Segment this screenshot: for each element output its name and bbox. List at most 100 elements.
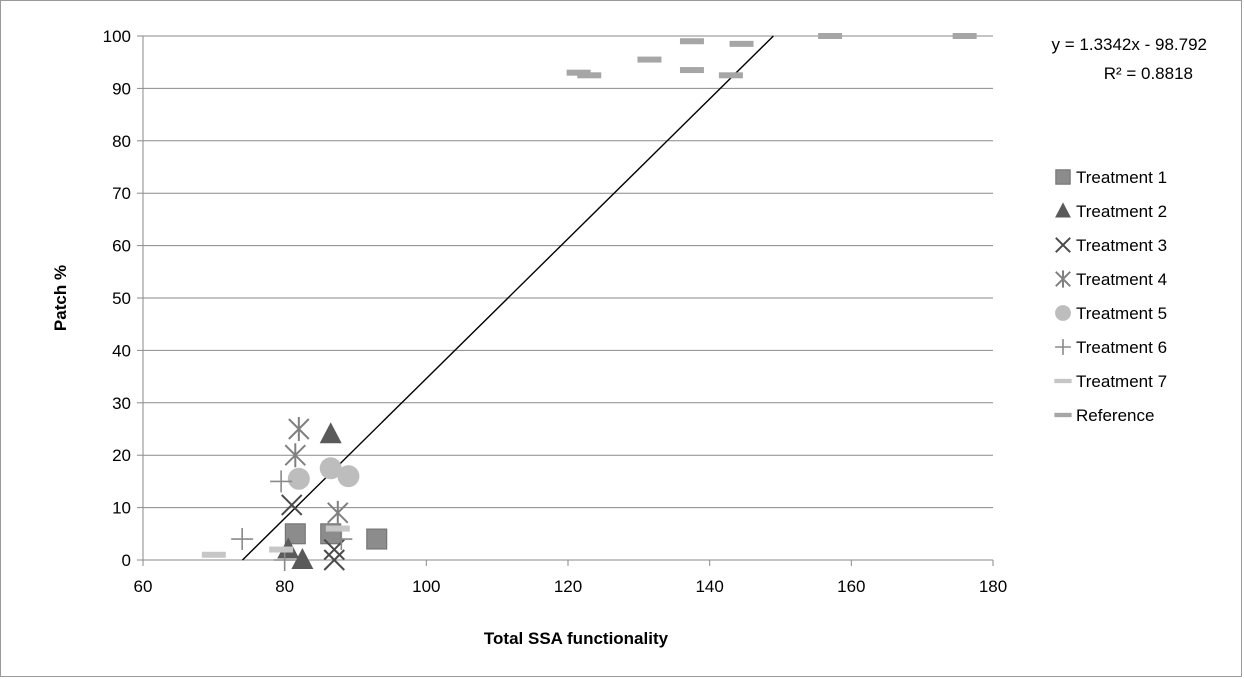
legend-marker-4 [1055,270,1071,288]
point-s6-1 [231,528,254,551]
series-5 [287,457,360,490]
point-s7-3-shape [325,525,350,532]
y-tick-label-90: 90 [112,79,131,98]
point-s2-1 [319,422,342,444]
legend-label-4: Treatment 4 [1076,270,1167,289]
point-s3-3-shape [323,549,345,571]
point-s7-3 [325,525,350,532]
point-s6-2 [270,470,293,493]
point-s6-3 [330,528,353,551]
point-s4-1 [288,417,310,441]
point-s8-2 [577,72,602,79]
legend-label-1: Treatment 1 [1076,168,1167,187]
point-s6-2-shape [270,470,293,493]
legend-marker-8-shape [1054,412,1072,418]
legend-marker-1 [1055,169,1071,185]
point-s1-3 [366,528,388,550]
point-s8-2-shape [577,72,602,79]
point-s8-9 [952,33,977,39]
series-7 [201,525,350,558]
legend-marker-8 [1054,412,1072,418]
legend-marker-7 [1054,378,1072,384]
legend-label-5: Treatment 5 [1076,304,1167,323]
point-s5-2-shape [319,457,342,480]
x-tick-label-120: 120 [554,577,582,596]
point-s2-3 [291,548,314,569]
legend-marker-6-shape [1055,339,1071,355]
point-s6-3-shape [330,528,353,551]
legend-marker-2 [1055,202,1071,218]
legend-marker-7-shape [1054,378,1072,384]
y-tick-label-0: 0 [122,551,131,570]
y-tick-label-100: 100 [103,27,131,46]
point-s7-1-shape [201,551,226,558]
series-8 [566,33,977,79]
legend-marker-6 [1055,339,1071,355]
point-s5-1-shape [287,467,310,490]
legend-marker-5-shape [1055,305,1071,321]
point-s8-8-shape [818,33,843,39]
legend-marker-4-shape [1055,270,1071,288]
x-tick-label-100: 100 [412,577,440,596]
data-points [201,33,977,571]
point-s6-4 [273,549,296,571]
x-tick-label-140: 140 [695,577,723,596]
axes [137,35,994,566]
y-tick-label-10: 10 [112,499,131,518]
point-s5-2 [319,457,342,480]
tick-labels: 0 10 20 30 40 50 60 70 80 90 100 60 80 100 120 140 160 18… [103,27,1008,596]
point-s8-5 [679,67,704,74]
y-axis-title: Patch % [51,265,70,331]
y-tick-label-30: 30 [112,394,131,413]
y-tick-label-40: 40 [112,341,131,360]
point-s1-1 [284,523,306,545]
point-s7-2-shape [269,546,294,553]
point-s2-1-shape [319,422,342,444]
point-s8-8 [818,33,843,39]
point-s4-3 [327,500,349,525]
point-s6-1-shape [231,528,254,551]
legend-label-2: Treatment 2 [1076,202,1167,221]
legend-marker-3 [1055,237,1071,253]
point-s1-3-shape [366,528,388,550]
x-tick-label-160: 160 [837,577,865,596]
legend-marker-5 [1055,305,1071,321]
point-s8-7-shape [729,40,754,47]
point-s5-1 [287,467,310,490]
point-s8-4-shape [679,38,704,45]
point-s4-2 [284,443,306,468]
legend-marker-1-shape [1055,169,1071,185]
trendline-r-squared: R² = 0.8818 [1104,64,1193,83]
series-4 [284,417,349,525]
y-tick-label-70: 70 [112,184,131,203]
point-s2-3-shape [291,548,314,569]
y-tick-label-60: 60 [112,237,131,256]
point-s8-7 [729,40,754,47]
x-tick-label-80: 80 [275,577,294,596]
legend-label-8: Reference [1076,406,1154,425]
point-s5-3 [337,465,360,488]
point-s8-3-shape [637,56,662,63]
y-tick-label-20: 20 [112,446,131,465]
point-s4-1-shape [288,417,310,441]
series-6 [231,470,353,571]
point-s1-1-shape [284,523,306,545]
legend-label-7: Treatment 7 [1076,372,1167,391]
point-s7-2 [269,546,294,553]
legend-label-6: Treatment 6 [1076,338,1167,357]
point-s3-1 [281,494,303,516]
point-s3-1-shape [281,494,303,516]
y-tick-label-50: 50 [112,289,131,308]
legend-marker-2-shape [1055,202,1071,218]
point-s5-3-shape [337,465,360,488]
legend-marker-3-shape [1055,237,1071,253]
point-s8-6-shape [718,72,743,79]
x-axis-title: Total SSA functionality [484,629,669,648]
y-tick-label-80: 80 [112,132,131,151]
point-s8-9-shape [952,33,977,39]
point-s8-4 [679,38,704,45]
gridlines [143,35,993,509]
point-s8-3 [637,56,662,63]
